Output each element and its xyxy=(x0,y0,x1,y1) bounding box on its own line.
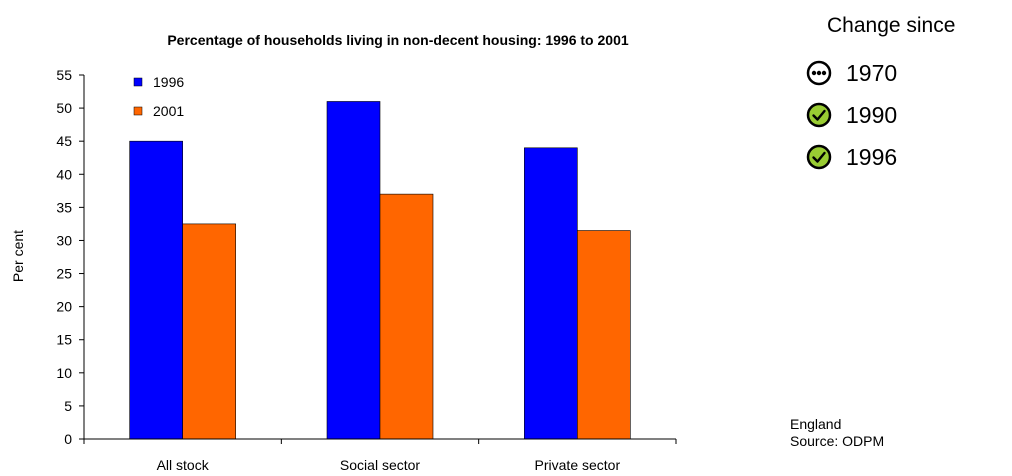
y-tick-label: 25 xyxy=(56,266,72,282)
footnote-region: England xyxy=(790,416,842,432)
x-category-label: Social sector xyxy=(340,457,420,473)
legend-swatch-1996 xyxy=(133,77,143,87)
y-tick-label: 20 xyxy=(56,299,72,315)
y-tick-label: 50 xyxy=(56,100,72,116)
bar-2001-2 xyxy=(577,230,631,440)
status-row-1970: 1970 xyxy=(806,58,897,88)
x-category-label: Private sector xyxy=(535,457,621,473)
status-year-1970: 1970 xyxy=(846,59,898,86)
footnote-source: Source: ODPM xyxy=(790,433,885,449)
bar-chart: Percentage of households living in non-d… xyxy=(10,32,677,473)
legend-label: 2001 xyxy=(153,103,184,119)
status-row-1990: 1990 xyxy=(806,100,897,130)
y-tick-label: 10 xyxy=(56,365,72,381)
bar-2001-1 xyxy=(379,193,434,440)
ellipsis-circle-icon xyxy=(806,60,832,86)
x-category-label: All stock xyxy=(157,457,210,473)
status-row-1996: 1996 xyxy=(806,142,897,172)
bar-1996-2 xyxy=(524,147,578,440)
y-tick-label: 55 xyxy=(56,67,72,83)
change-since-title: Change since xyxy=(827,14,956,37)
bar-1996-1 xyxy=(326,101,381,440)
status-year-1990: 1990 xyxy=(846,101,898,128)
chart-title: Percentage of households living in non-d… xyxy=(167,32,629,48)
y-tick-label: 35 xyxy=(56,199,72,215)
footnote: England Source: ODPM xyxy=(790,416,884,450)
y-tick-label: 15 xyxy=(56,332,72,348)
y-tick-label: 40 xyxy=(56,166,72,182)
check-circle-icon xyxy=(806,102,832,128)
legend-swatch-2001 xyxy=(133,106,143,116)
y-tick-label: 5 xyxy=(64,398,72,414)
bar-1996-0 xyxy=(129,140,183,440)
y-axis-label: Per cent xyxy=(10,230,26,282)
status-year-1996: 1996 xyxy=(846,143,898,170)
bar-2001-0 xyxy=(182,223,236,440)
y-tick-label: 0 xyxy=(64,431,72,447)
y-tick-label: 45 xyxy=(56,133,72,149)
legend-label: 1996 xyxy=(153,74,184,90)
y-tick-label: 30 xyxy=(56,232,72,248)
check-circle-icon xyxy=(806,144,832,170)
